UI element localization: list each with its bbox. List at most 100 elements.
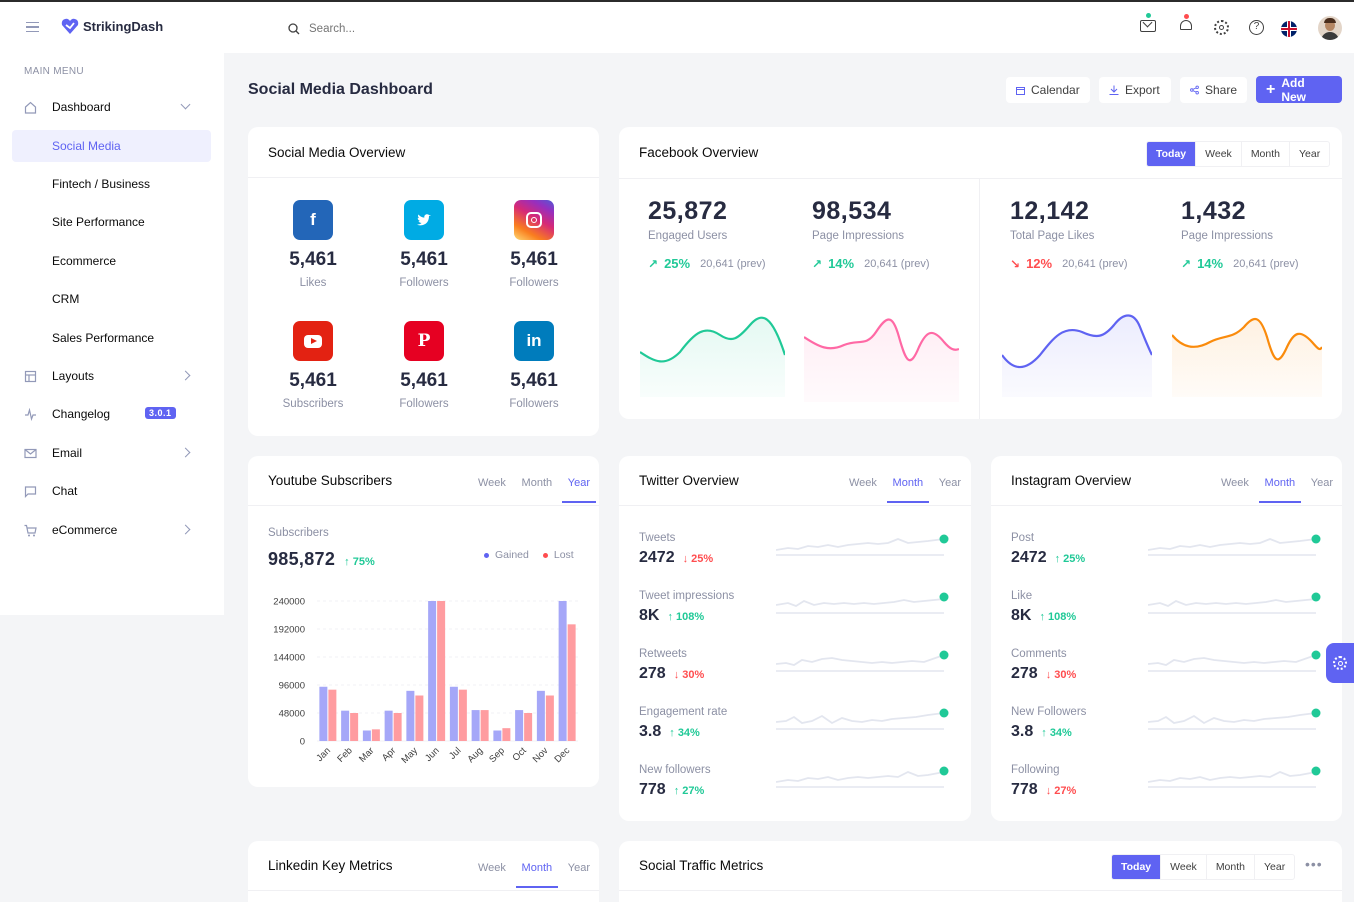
tab-today[interactable]: Today bbox=[1112, 855, 1161, 879]
tab-today[interactable]: Today bbox=[1147, 142, 1196, 166]
sidebar-item-site-performance[interactable]: Site Performance bbox=[12, 206, 211, 238]
arrow-up-icon: ↑ bbox=[667, 611, 677, 623]
bar-lost-sep[interactable] bbox=[502, 728, 511, 741]
settings-gear-icon[interactable] bbox=[1214, 20, 1229, 35]
sidebar-item-fintech[interactable]: Fintech / Business bbox=[12, 168, 211, 200]
tab-week[interactable]: Week bbox=[1160, 855, 1206, 879]
chevron-right-icon bbox=[180, 447, 191, 458]
bar-lost-jun[interactable] bbox=[437, 601, 446, 741]
mail-icon[interactable] bbox=[1140, 13, 1156, 32]
page-impressions-change: ↗ 14% 20,641 (prev) bbox=[812, 256, 930, 271]
metric-label: Retweets bbox=[639, 648, 687, 660]
bar-lost-apr[interactable] bbox=[393, 713, 402, 741]
tab-month[interactable]: Month bbox=[1240, 142, 1289, 166]
bar-gained-may[interactable] bbox=[406, 690, 415, 741]
shopping-cart-icon bbox=[24, 524, 37, 536]
bar-lost-oct[interactable] bbox=[524, 713, 533, 741]
tab-week[interactable]: Week bbox=[849, 477, 877, 489]
bar-lost-may[interactable] bbox=[415, 695, 424, 742]
tab-month[interactable]: Month bbox=[886, 477, 930, 503]
tab-year[interactable]: Year bbox=[1310, 477, 1333, 489]
search-input[interactable] bbox=[309, 23, 509, 35]
bar-gained-oct[interactable] bbox=[515, 710, 524, 741]
tab-year[interactable]: Year bbox=[561, 477, 596, 503]
facebook-likes-value: 5,461 bbox=[289, 249, 337, 270]
sidebar-item-layouts[interactable]: Layouts bbox=[12, 360, 211, 392]
bar-gained-mar[interactable] bbox=[362, 730, 371, 742]
sidebar-item-ecommerce-dashboard[interactable]: Ecommerce bbox=[12, 245, 211, 277]
metric-label: Following bbox=[1011, 764, 1060, 776]
bar-lost-aug[interactable] bbox=[480, 710, 489, 741]
user-avatar[interactable] bbox=[1318, 16, 1342, 40]
bar-gained-dec[interactable] bbox=[558, 601, 567, 741]
bar-gained-apr[interactable] bbox=[384, 710, 393, 741]
tab-month[interactable]: Month bbox=[1205, 855, 1254, 879]
trend-down-icon: ↘ bbox=[1010, 256, 1021, 271]
customizer-button[interactable] bbox=[1326, 643, 1354, 683]
sidebar-item-changelog[interactable]: Changelog 3.0.1 bbox=[12, 398, 211, 430]
calendar-button[interactable]: Calendar bbox=[1006, 77, 1090, 103]
facebook-icon[interactable]: f bbox=[293, 200, 333, 240]
share-button[interactable]: Share bbox=[1180, 77, 1247, 103]
tab-week[interactable]: Week bbox=[478, 862, 506, 874]
tab-week[interactable]: Week bbox=[1221, 477, 1249, 489]
export-button[interactable]: Export bbox=[1099, 77, 1171, 103]
sidebar-item-crm[interactable]: CRM bbox=[12, 283, 211, 315]
x-tick-label: Mar bbox=[357, 745, 376, 764]
tab-year[interactable]: Year bbox=[1289, 142, 1329, 166]
sidebar-item-sales-performance[interactable]: Sales Performance bbox=[12, 322, 211, 354]
bar-gained-jan[interactable] bbox=[319, 686, 328, 741]
bar-gained-feb[interactable] bbox=[341, 710, 350, 741]
pinterest-icon[interactable]: P bbox=[404, 321, 444, 361]
add-new-button[interactable]: + Add New bbox=[1256, 76, 1342, 104]
change-percent: 108% bbox=[1048, 611, 1077, 623]
bar-gained-sep[interactable] bbox=[493, 730, 502, 742]
divider bbox=[619, 178, 1342, 179]
sidebar-item-chat[interactable]: Chat bbox=[12, 475, 211, 507]
engaged-users-label: Engaged Users bbox=[648, 230, 728, 242]
subscribers-total: 985,872 ↑ 75% bbox=[268, 549, 375, 570]
tab-month[interactable]: Month bbox=[521, 477, 553, 489]
x-tick-label: Dec bbox=[553, 745, 573, 765]
help-icon[interactable]: ? bbox=[1249, 20, 1264, 35]
bar-lost-mar[interactable] bbox=[371, 729, 380, 741]
bar-lost-dec[interactable] bbox=[567, 624, 576, 741]
instagram-overview-card: Instagram Overview Week Month Year Post … bbox=[991, 456, 1342, 821]
twitter-icon[interactable] bbox=[404, 200, 444, 240]
menu-toggle-icon[interactable] bbox=[26, 22, 39, 32]
metric-sparkline bbox=[776, 534, 949, 556]
sidebar-item-label: Sales Performance bbox=[52, 331, 155, 345]
bar-lost-feb[interactable] bbox=[350, 713, 359, 741]
metric-value: 3.8 ↑ 34% bbox=[1011, 723, 1072, 741]
tab-year[interactable]: Year bbox=[1254, 855, 1294, 879]
logo[interactable]: StrikingDash bbox=[61, 17, 163, 35]
more-options-icon[interactable]: ••• bbox=[1305, 856, 1323, 872]
tab-year[interactable]: Year bbox=[567, 862, 590, 874]
instagram-icon[interactable] bbox=[514, 200, 554, 240]
youtube-icon[interactable] bbox=[293, 321, 333, 361]
sidebar-item-label: Changelog bbox=[52, 407, 111, 421]
bar-lost-jan[interactable] bbox=[328, 689, 337, 741]
tab-month[interactable]: Month bbox=[1258, 477, 1302, 503]
metric-change: ↑ 27% bbox=[674, 785, 705, 797]
sidebar-item-dashboard[interactable]: Dashboard bbox=[12, 91, 211, 123]
bar-lost-jul[interactable] bbox=[458, 689, 467, 741]
tab-year[interactable]: Year bbox=[938, 477, 961, 489]
tab-week[interactable]: Week bbox=[1195, 142, 1241, 166]
calendar-button-label: Calendar bbox=[1031, 83, 1080, 97]
sidebar-item-email[interactable]: Email bbox=[12, 437, 211, 469]
language-flag-icon[interactable] bbox=[1281, 21, 1297, 37]
bar-lost-nov[interactable] bbox=[545, 695, 554, 742]
notification-bell-icon[interactable] bbox=[1180, 14, 1192, 30]
sidebar-item-social-media[interactable]: Social Media bbox=[12, 130, 211, 162]
linkedin-icon[interactable]: in bbox=[514, 321, 554, 361]
bar-gained-jun[interactable] bbox=[428, 601, 437, 741]
bar-gained-aug[interactable] bbox=[471, 710, 480, 741]
tab-week[interactable]: Week bbox=[478, 477, 506, 489]
bar-gained-nov[interactable] bbox=[536, 690, 545, 741]
main-menu-heading: MAIN MENU bbox=[24, 66, 84, 77]
sidebar-item-ecommerce[interactable]: eCommerce bbox=[12, 514, 211, 546]
search-bar[interactable] bbox=[288, 20, 588, 38]
tab-month[interactable]: Month bbox=[515, 862, 559, 888]
bar-gained-jul[interactable] bbox=[449, 686, 458, 741]
